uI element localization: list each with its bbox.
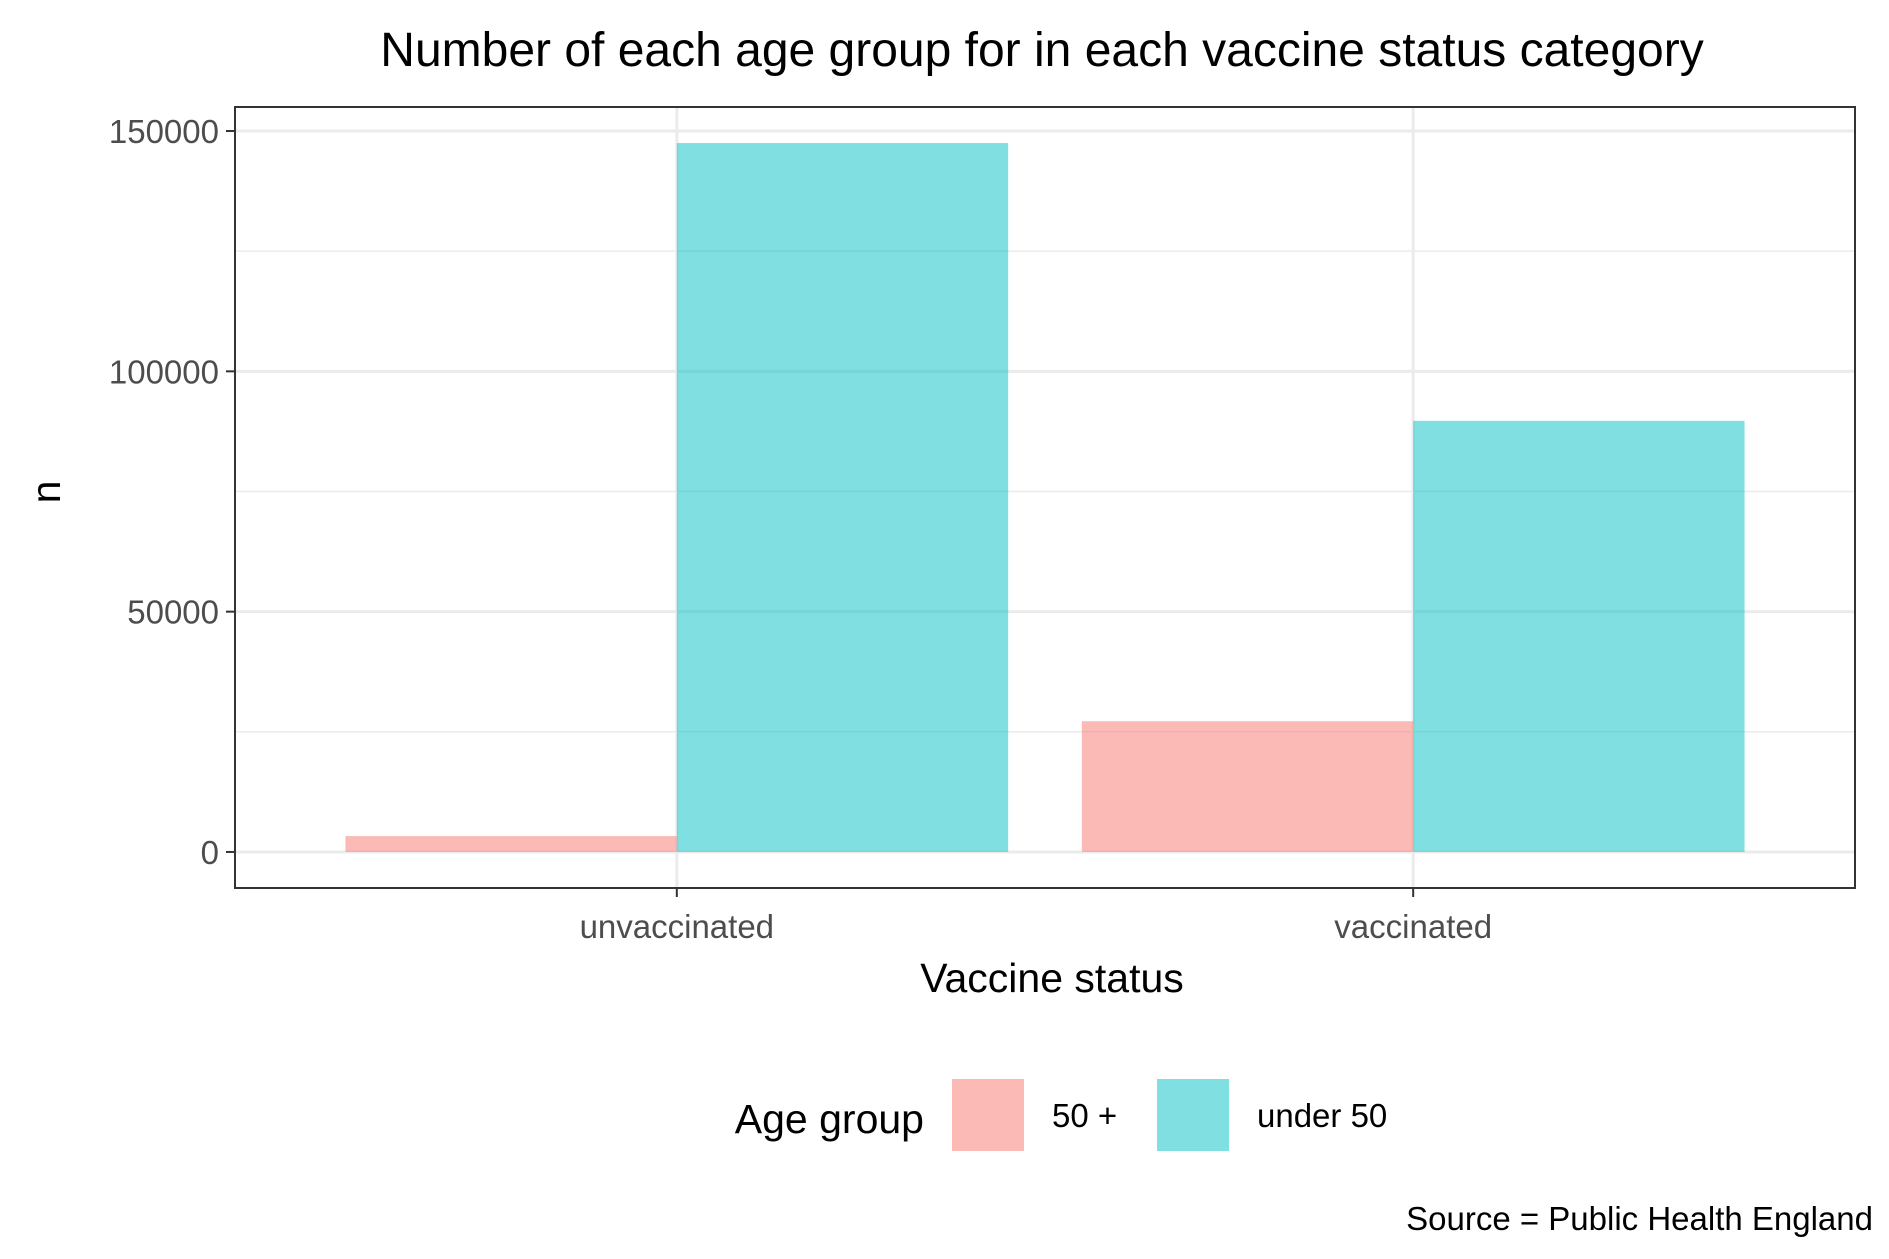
y-tick-label: 100000	[109, 353, 219, 390]
bar-under-50-unvaccinated	[676, 143, 1009, 852]
bar-50-vaccinated	[1081, 721, 1414, 852]
x-tick-label: unvaccinated	[580, 908, 774, 945]
legend-label: under 50	[1257, 1097, 1387, 1134]
legend: Age group 50 + under 50	[735, 1079, 1387, 1151]
bar-under-50-vaccinated	[1413, 420, 1745, 852]
caption: Source = Public Health England	[1406, 1200, 1873, 1237]
panel-border	[234, 106, 1856, 889]
legend-title: Age group	[735, 1096, 924, 1142]
y-tick-label: 0	[201, 834, 219, 871]
plot-panel	[234, 106, 1856, 889]
y-axis-title: n	[23, 481, 69, 504]
bar-50-unvaccinated	[345, 836, 677, 852]
legend-items: 50 + under 50	[952, 1079, 1387, 1151]
bar-layer	[345, 143, 1745, 852]
y-tick-label: 150000	[109, 113, 219, 150]
legend-key	[1157, 1079, 1229, 1151]
legend-label: 50 +	[1052, 1097, 1117, 1134]
chart-title: Number of each age group for in each vac…	[380, 24, 1703, 77]
legend-key	[952, 1079, 1024, 1151]
axis-layer: 0 50000 100000 150000 unvaccinated vaccinated	[109, 113, 1492, 945]
y-tick-label: 50000	[127, 594, 219, 631]
x-tick-label: vaccinated	[1334, 908, 1492, 945]
x-axis-title: Vaccine status	[920, 955, 1184, 1001]
